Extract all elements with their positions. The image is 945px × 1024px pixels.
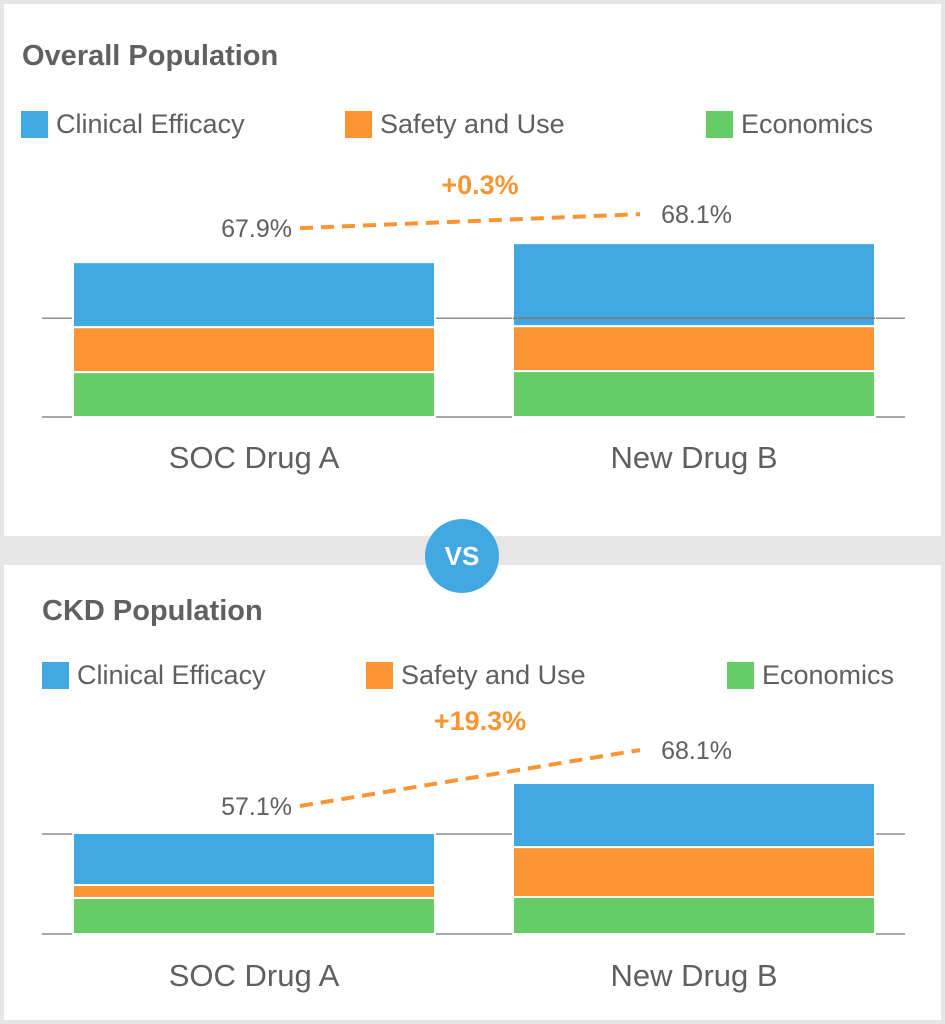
legend-item-economics: Economics: [727, 660, 894, 691]
bar-segment-safety-and-use: [512, 325, 876, 373]
chart-title: CKD Population: [42, 595, 263, 627]
chart-title: Overall Population: [22, 40, 279, 72]
legend-swatch-orange: [366, 662, 393, 689]
legend-swatch-green: [706, 111, 733, 138]
bar-segment-safety-and-use: [72, 884, 436, 899]
total-label-soc-drug-a: 57.1%: [221, 793, 292, 821]
bar-segment-clinical-efficacy: [72, 832, 436, 887]
legend-item-clinical-efficacy: Clinical Efficacy: [42, 660, 266, 691]
legend-swatch-blue: [21, 111, 48, 138]
delta-label: +19.3%: [434, 706, 526, 736]
legend-label: Safety and Use: [380, 109, 565, 139]
bar-segment-economics: [512, 370, 876, 419]
bar-segment-clinical-efficacy: [512, 242, 876, 328]
legend-swatch-blue: [42, 662, 69, 689]
legend-swatch-orange: [345, 111, 372, 138]
category-label: SOC Drug A: [169, 958, 340, 993]
legend-item-clinical-efficacy: Clinical Efficacy: [21, 109, 245, 140]
bar-segment-economics: [72, 896, 436, 936]
legend-item-safety-and-use: Safety and Use: [366, 660, 586, 691]
delta-connector-line: [299, 212, 641, 231]
vs-badge: VS: [425, 519, 499, 593]
bar-segment-clinical-efficacy: [72, 261, 436, 329]
category-label: New Drug B: [610, 958, 777, 993]
bar-segment-safety-and-use: [72, 326, 436, 374]
overall-population-chart: SOC Drug A New Drug B 67.9% 68.1% +0.3%: [42, 170, 905, 475]
bar-segment-safety-and-use: [512, 846, 876, 898]
legend-label: Safety and Use: [401, 660, 586, 690]
legend-label: Economics: [741, 109, 874, 139]
bar-segment-economics: [72, 371, 436, 418]
legend-item-economics: Economics: [706, 109, 873, 140]
total-label-soc-drug-a: 67.9%: [221, 215, 292, 243]
legend-label: Economics: [762, 660, 895, 690]
total-label-new-drug-b: 68.1%: [661, 201, 732, 229]
legend-swatch-green: [727, 662, 754, 689]
bar-segment-clinical-efficacy: [512, 782, 876, 849]
delta-connector-line: [299, 748, 641, 808]
legend-label: Clinical Efficacy: [56, 109, 245, 139]
legend-label: Clinical Efficacy: [77, 660, 266, 690]
category-label: New Drug B: [610, 440, 777, 475]
total-label-new-drug-b: 68.1%: [661, 737, 732, 765]
category-label: SOC Drug A: [169, 440, 340, 475]
legend-item-safety-and-use: Safety and Use: [345, 109, 565, 140]
bar-segment-economics: [512, 895, 876, 935]
delta-label: +0.3%: [441, 170, 518, 200]
